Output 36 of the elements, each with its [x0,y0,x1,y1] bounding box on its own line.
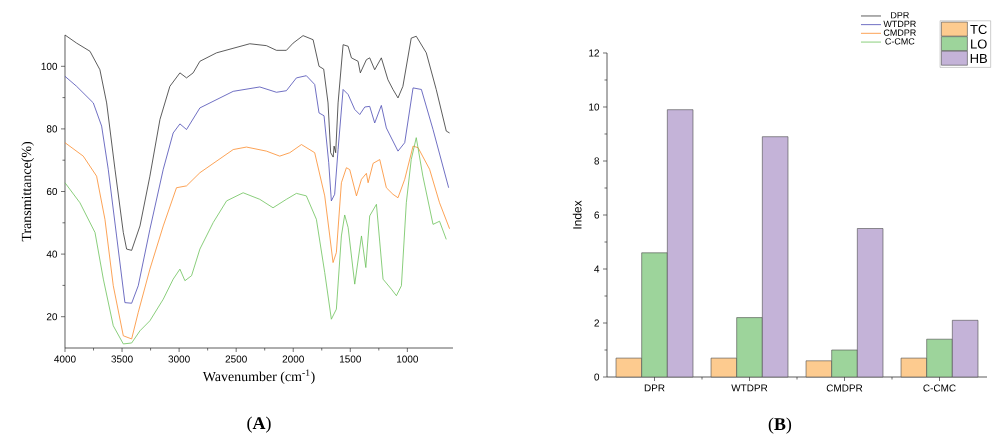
text: (B) [768,417,792,434]
line-series [64,75,450,304]
y-tick-label: 8 [594,157,600,165]
x-tick-label: 2500 [225,355,247,363]
legend-label: DPR [891,12,909,19]
y-axis-title: Transmittance(%) [21,142,35,242]
y-tick-label: 40 [46,250,58,258]
legend-label: TC [970,24,987,34]
x-tick-label: 1500 [339,355,361,363]
y-tick-label: 6 [594,211,600,219]
legend-label: WTDPR [883,20,916,27]
y-tick-label: 10 [589,103,600,111]
y-tick-label: 20 [46,313,58,321]
y-tick-label: 100 [41,62,58,70]
y-tick-label: 2 [594,319,599,327]
legend-label: LO [971,39,987,49]
legend-label: HB [970,54,987,63]
x-axis-title: Wavenumber (cm$^{-1}$) [202,369,315,385]
x-tick-label: CMDPR [826,384,863,392]
x-tick-label: 3000 [168,355,190,363]
text: (A) [247,416,271,433]
x-tick-label: DPR [644,384,665,392]
y-axis-title: Index [572,200,582,229]
x-tick-label: C-CMC [923,384,956,392]
x-tick-label: WTDPR [731,384,768,392]
y-tick-label: 0 [594,373,600,381]
legend-label: C-CMC [885,38,915,45]
y-tick-label: 80 [46,125,58,133]
y-tick-label: 12 [589,49,599,57]
x-tick-label: 1000 [397,355,419,363]
x-tick-label: 4000 [54,355,76,363]
x-tick-label: 3500 [111,355,133,363]
legend-label: CMDPR [883,29,916,36]
y-tick-label: 4 [594,265,600,273]
x-tick-label: 2000 [282,355,304,363]
y-tick-label: 60 [46,187,58,196]
